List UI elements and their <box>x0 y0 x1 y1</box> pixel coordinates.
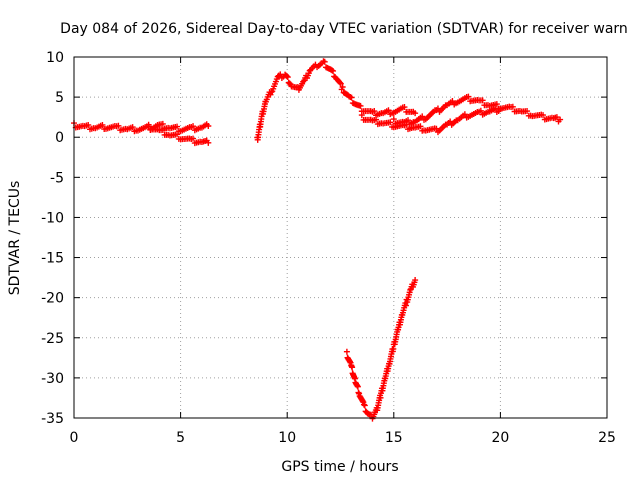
data-point <box>361 402 368 409</box>
data-point <box>373 116 380 123</box>
data-point <box>477 107 484 114</box>
data-point <box>357 102 364 109</box>
series-low-noise-early-lower <box>145 121 212 147</box>
chart-title: Day 084 of 2026, Sidereal Day-to-day VTE… <box>60 21 628 37</box>
x-tick-label: 10 <box>278 430 296 446</box>
data-point <box>403 121 410 128</box>
data-point <box>405 117 412 124</box>
series-evening-lower <box>358 105 504 136</box>
data-point <box>159 127 166 134</box>
data-point <box>417 123 424 130</box>
data-point <box>321 58 328 65</box>
x-axis-ticks: 0 5 10 15 20 25 <box>70 57 616 446</box>
x-axis-label: GPS time / hours <box>281 459 398 475</box>
data-point <box>449 98 456 105</box>
data-point <box>509 103 516 110</box>
data-point <box>284 74 291 81</box>
data-point <box>205 122 212 129</box>
data-point <box>401 104 408 111</box>
data-point <box>412 110 419 117</box>
data-point <box>349 364 356 371</box>
data-point <box>419 113 426 120</box>
y-tick-label: 5 <box>55 90 64 106</box>
series-low-noise-early <box>71 120 212 135</box>
data-point <box>145 121 152 128</box>
x-tick-label: 25 <box>598 430 616 446</box>
y-tick-label: -10 <box>41 210 64 226</box>
x-tick-label: 5 <box>176 430 185 446</box>
data-point <box>402 302 409 309</box>
data-point <box>336 79 343 86</box>
data-point <box>283 73 290 80</box>
data-point <box>360 401 367 408</box>
data-point <box>390 116 397 123</box>
data-point <box>348 94 355 101</box>
y-tick-label: -15 <box>41 251 64 267</box>
data-point <box>557 116 564 123</box>
data-point <box>412 277 419 284</box>
data-point <box>330 67 337 74</box>
data-point <box>85 121 92 128</box>
x-tick-label: 15 <box>385 430 403 446</box>
y-tick-label: 10 <box>46 50 64 66</box>
data-point <box>190 135 197 142</box>
data-point <box>339 83 346 90</box>
data-point <box>358 112 365 119</box>
plot-frame <box>73 56 608 419</box>
data-point <box>371 108 378 115</box>
y-tick-label: -5 <box>50 170 64 186</box>
data-point <box>129 124 136 131</box>
data-point <box>205 139 212 146</box>
data-point <box>190 123 197 130</box>
y-tick-label: -20 <box>41 291 64 307</box>
data-point <box>461 111 468 118</box>
data-point <box>174 123 181 130</box>
x-tick-label: 20 <box>491 430 509 446</box>
data-point <box>174 131 181 138</box>
data-point <box>479 97 486 104</box>
x-tick-label: 0 <box>70 430 79 446</box>
y-tick-label: -30 <box>41 371 64 387</box>
data-point <box>99 121 106 128</box>
y-tick-label: -25 <box>41 331 64 347</box>
data-point <box>540 112 547 119</box>
data-point <box>524 108 531 115</box>
series-evening-upper <box>390 93 564 128</box>
data-point <box>115 122 122 129</box>
data-point <box>337 80 344 87</box>
series-daytime-peak <box>254 58 419 143</box>
data-point <box>159 120 166 127</box>
data-point <box>387 119 394 126</box>
series-deep-dip <box>343 277 419 422</box>
data-point <box>465 93 472 100</box>
y-axis-label: SDTVAR / TECUs <box>7 181 23 296</box>
data-point <box>354 383 361 390</box>
data-point <box>497 106 504 113</box>
y-tick-label: -35 <box>41 411 64 427</box>
data-point <box>492 105 499 112</box>
data-point <box>493 101 500 108</box>
data-point <box>268 89 275 96</box>
data-point <box>385 107 392 114</box>
data-point <box>343 348 350 355</box>
y-tick-label: 0 <box>55 130 64 146</box>
data-point <box>553 114 560 121</box>
data-series <box>71 58 564 422</box>
y-axis-ticks: 10 5 0 -5 -10 -15 -20 -25 -30 -35 <box>41 50 607 427</box>
